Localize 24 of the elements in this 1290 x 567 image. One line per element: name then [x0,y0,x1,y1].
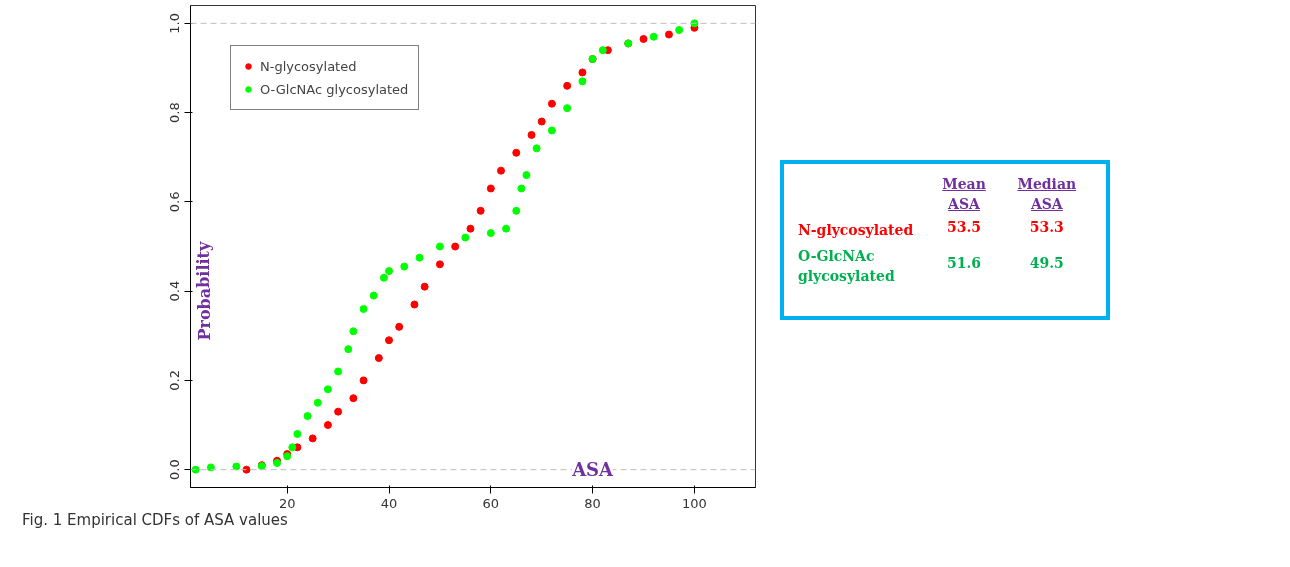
x-axis-title: ASA [571,459,615,481]
text: O-GlcNAc glycosylated [798,247,896,286]
text: Median ASA [1016,175,1078,214]
x-tick-label: 20 [278,495,296,511]
text: 53.3 [1028,218,1065,237]
x-tick-label: 100 [682,495,707,511]
y-tick-label: 0.6 [167,191,183,213]
y-tick-label: 0.8 [167,102,183,123]
x-tick-label: 80 [584,495,601,511]
y-tick-label: 0.2 [167,370,183,391]
text: 51.6 [945,254,983,273]
x-tick-label: 60 [482,495,500,511]
x-tick-label: 40 [380,495,398,511]
text: 49.5 [1028,254,1065,273]
caption: Fig. 1 Empirical CDFs of ASA values [22,511,288,529]
y-tick-label: 0.0 [167,459,183,480]
y-tick-label: 1.0 [167,13,183,34]
legend-label: O-GlcNAc glycosylated [260,81,409,97]
y-tick-label: 0.4 [167,280,183,302]
legend-label: N-glycosylated [260,58,357,74]
y-axis-title: Probability [194,241,214,341]
text: N-glycosylated [798,221,915,240]
text: Mean ASA [941,175,987,214]
text: 53.5 [945,218,983,237]
